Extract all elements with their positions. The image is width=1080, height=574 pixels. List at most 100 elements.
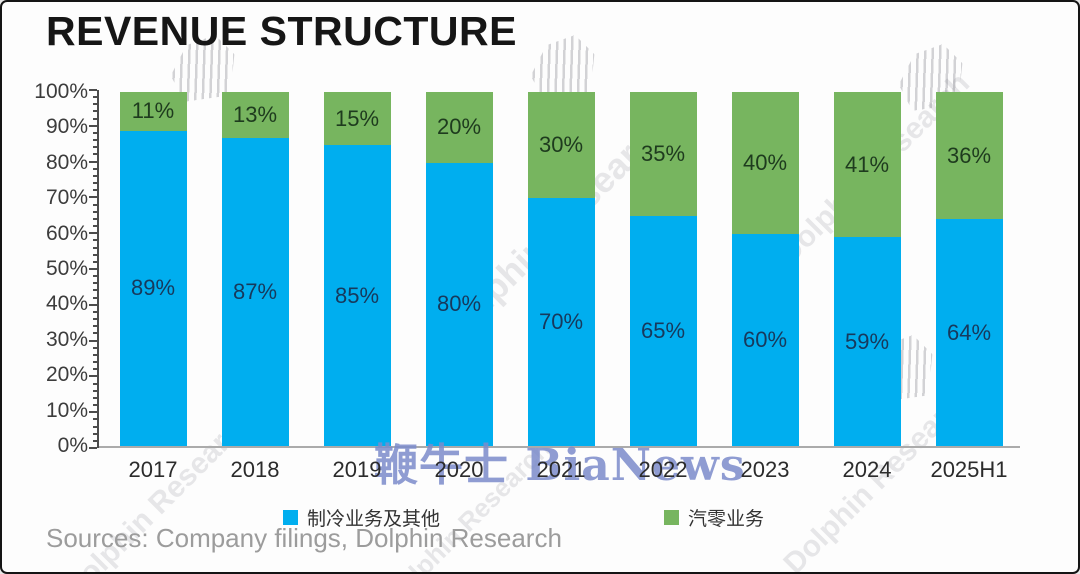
- y-axis-labels: 100% 90% 80% 70% 60% 50% 40% 30% 20% 10% 0%: [20, 80, 88, 457]
- y-axis-tick: [93, 346, 97, 349]
- y-axis-tick: [89, 339, 97, 342]
- x-tick-label: 2017: [128, 457, 178, 482]
- x-tick-label: 2025H1: [930, 457, 1008, 482]
- source-note: Sources: Company filings, Dolphin Resear…: [46, 523, 562, 553]
- bar-column-2018: 13% 87%: [204, 92, 306, 446]
- y-axis-tick: [93, 260, 97, 263]
- x-tick-label: 2021: [536, 457, 586, 482]
- bar-value-label: 20%: [436, 114, 482, 140]
- bar-segment: 30%: [527, 92, 595, 199]
- y-axis-tick: [93, 296, 97, 299]
- y-axis-tick: [93, 253, 97, 256]
- bar-segment: 60%: [731, 233, 799, 446]
- x-tick-label: 2022: [638, 457, 688, 482]
- bar-value-label: 30%: [538, 132, 584, 158]
- bar-value-label: 65%: [640, 317, 686, 343]
- y-axis-tick: [93, 246, 97, 249]
- y-axis-tick: [93, 275, 97, 278]
- y-axis-tick: [93, 189, 97, 192]
- y-axis-tick: [89, 124, 97, 127]
- x-axis-line: [99, 446, 1020, 448]
- y-axis-tick: [93, 353, 97, 356]
- bar-segment: 87%: [221, 138, 289, 446]
- y-axis-tick: [89, 447, 97, 449]
- y-tick-label: 100%: [34, 80, 88, 103]
- legend-item-auto-parts: 汽零业务: [664, 504, 764, 531]
- bar-value-label: 36%: [946, 142, 992, 168]
- y-axis-tick: [93, 117, 97, 120]
- y-axis-tick: [93, 432, 97, 435]
- y-axis-tick: [93, 217, 97, 220]
- bar-segment: 35%: [629, 92, 697, 216]
- y-axis-tick: [93, 182, 97, 185]
- y-axis-tick: [89, 375, 97, 378]
- stacked-bar: 41% 59%: [833, 92, 901, 446]
- y-axis-tick: [93, 282, 97, 285]
- legend-item-refrigeration: 制冷业务及其他: [283, 504, 440, 531]
- y-axis-tick: [89, 196, 97, 199]
- y-tick-label: 80%: [45, 150, 88, 174]
- legend-label-refrigeration: 制冷业务及其他: [307, 509, 441, 530]
- stacked-bar: 36% 64%: [935, 92, 1003, 446]
- y-axis-tick: [93, 332, 97, 335]
- y-tick-label: 20%: [45, 363, 88, 387]
- bar-column-2025H1: 36% 64%: [918, 92, 1020, 446]
- stacked-bar: 30% 70%: [527, 92, 595, 446]
- y-axis-tick: [93, 361, 97, 364]
- y-axis-tick: [93, 146, 97, 149]
- y-axis-tick: [93, 318, 97, 321]
- y-tick-label: 70%: [45, 186, 88, 210]
- y-axis-tick: [93, 325, 97, 328]
- legend: 制冷业务及其他 汽零业务: [283, 504, 764, 531]
- y-axis-tick: [89, 89, 97, 91]
- bar-value-label: 59%: [844, 328, 890, 354]
- bar-segment: 89%: [119, 130, 187, 446]
- y-axis-tick: [89, 411, 97, 414]
- bar-segment: 20%: [425, 92, 493, 163]
- bar-segment: 80%: [425, 162, 493, 446]
- y-axis-tick: [93, 289, 97, 292]
- bar-value-label: 41%: [844, 151, 890, 177]
- y-axis-tick: [93, 167, 97, 170]
- x-axis-labels: 2017 2018 2019 2020 2021 2022 2023 2024 2025H1: [102, 457, 1020, 483]
- bar-value-label: 13%: [232, 102, 278, 127]
- y-axis-tick: [93, 103, 97, 106]
- y-axis-tick: [93, 174, 97, 177]
- bar-segment: 65%: [629, 215, 697, 446]
- y-axis-tick: [93, 203, 97, 206]
- plot-area: 11% 89% 13% 87% 15% 85% 20% 80% 30% 70% 35% 65% 40% 6…: [102, 92, 1020, 446]
- bar-segment: 41%: [833, 92, 901, 238]
- x-tick-label: 2018: [230, 457, 280, 482]
- chart-title: REVENUE STRUCTURE: [46, 8, 517, 54]
- y-axis-tick: [93, 239, 97, 242]
- bar-column-2021: 30% 70%: [510, 92, 612, 446]
- bar-value-label: 89%: [130, 275, 176, 301]
- legend-label-auto-parts: 汽零业务: [688, 509, 765, 530]
- x-tick-label: 2024: [842, 457, 892, 482]
- bar-value-label: 87%: [232, 279, 278, 304]
- bar-segment: 64%: [935, 219, 1003, 446]
- bar-column-2019: 15% 85%: [306, 92, 408, 446]
- bar-segment: 36%: [935, 92, 1003, 220]
- y-axis-tick: [93, 396, 97, 399]
- y-axis-tick: [93, 210, 97, 213]
- y-axis-tick: [93, 389, 97, 392]
- x-tick-label: 2020: [434, 457, 484, 482]
- y-axis-tick: [89, 303, 97, 306]
- bar-value-label: 70%: [538, 309, 584, 335]
- y-tick-label: 10%: [45, 398, 88, 422]
- bar-segment: 85%: [323, 145, 391, 446]
- bar-column-2020: 20% 80%: [408, 92, 510, 446]
- bar-value-label: 60%: [742, 326, 788, 352]
- y-tick-label: 40%: [45, 292, 88, 316]
- x-tick-label: 2023: [740, 457, 790, 482]
- bar-value-label: 15%: [334, 105, 380, 131]
- stacked-bar: 35% 65%: [629, 92, 697, 446]
- bar-segment: 11%: [119, 92, 187, 131]
- y-tick-label: 60%: [45, 221, 88, 245]
- bar-value-label: 40%: [742, 149, 788, 175]
- y-axis-tick: [93, 418, 97, 421]
- y-axis: [89, 89, 99, 449]
- bar-segment: 40%: [731, 92, 799, 234]
- bar-value-label: 11%: [131, 98, 175, 124]
